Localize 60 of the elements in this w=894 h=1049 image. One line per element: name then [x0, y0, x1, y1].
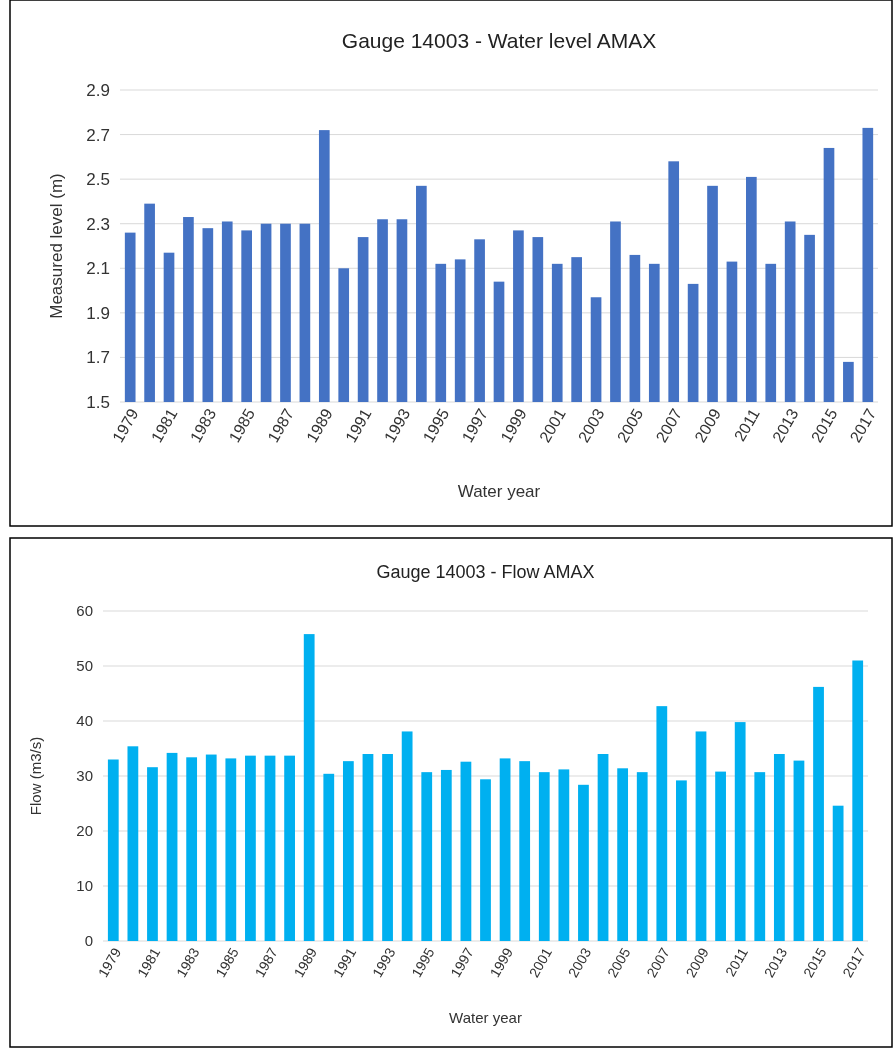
- bar: [460, 761, 472, 941]
- bar: [382, 754, 393, 941]
- bar: [480, 779, 491, 941]
- bar: [225, 758, 237, 941]
- y-tick-label: 1.5: [86, 392, 110, 412]
- y-tick-label: 30: [76, 767, 93, 785]
- bar: [499, 758, 511, 941]
- y-tick-label: 2.1: [86, 259, 110, 279]
- bar: [676, 780, 687, 941]
- bar: [303, 634, 315, 941]
- bar: [793, 760, 805, 941]
- bar: [617, 768, 629, 941]
- bar: [421, 772, 433, 941]
- bar: [538, 772, 550, 941]
- bar: [205, 754, 217, 941]
- bar: [754, 772, 766, 941]
- bar: [147, 767, 158, 941]
- bar: [166, 752, 178, 941]
- bar: [578, 784, 589, 941]
- bar: [813, 686, 824, 941]
- y-tick-label: 60: [76, 602, 93, 620]
- y-tick-label: 50: [76, 657, 93, 675]
- bar: [107, 759, 119, 941]
- x-axis-title: Water year: [449, 1009, 522, 1026]
- bar: [401, 731, 413, 941]
- bar: [558, 769, 570, 941]
- bar: [656, 706, 668, 941]
- bar: [695, 731, 707, 941]
- bar: [715, 771, 726, 941]
- y-tick-label: 20: [76, 822, 93, 840]
- x-axis-title: Water year: [457, 482, 541, 501]
- bar: [362, 754, 374, 941]
- bar: [323, 773, 335, 941]
- y-tick-label: 2.9: [86, 80, 110, 100]
- y-axis-title: Flow (m3/s): [27, 736, 44, 816]
- y-tick-label: 1.7: [86, 348, 110, 368]
- y-tick-label: 2.5: [86, 170, 110, 190]
- y-tick-label: 2.3: [86, 214, 110, 234]
- bar: [245, 755, 256, 941]
- bar: [734, 722, 746, 941]
- bar: [636, 772, 648, 941]
- y-tick-label: 10: [76, 877, 93, 895]
- bar: [440, 769, 452, 941]
- bar: [284, 755, 295, 941]
- bar: [186, 757, 198, 941]
- bar: [264, 755, 276, 941]
- bar: [597, 754, 609, 941]
- y-tick-label: 0: [84, 932, 93, 950]
- bar: [832, 805, 844, 941]
- bar: [127, 746, 139, 941]
- chart-title: Gauge 14003 - Water level AMAX: [341, 29, 657, 52]
- bar: [773, 754, 785, 941]
- y-tick-label: 2.7: [86, 125, 110, 145]
- bar: [342, 761, 354, 941]
- y-axis-title: Measured level (m): [47, 173, 66, 319]
- y-tick-label: 40: [76, 712, 93, 730]
- bar: [852, 660, 864, 941]
- chart-title: Gauge 14003 - Flow AMAX: [376, 562, 595, 582]
- bar: [519, 761, 531, 941]
- y-tick-label: 1.9: [86, 303, 110, 323]
